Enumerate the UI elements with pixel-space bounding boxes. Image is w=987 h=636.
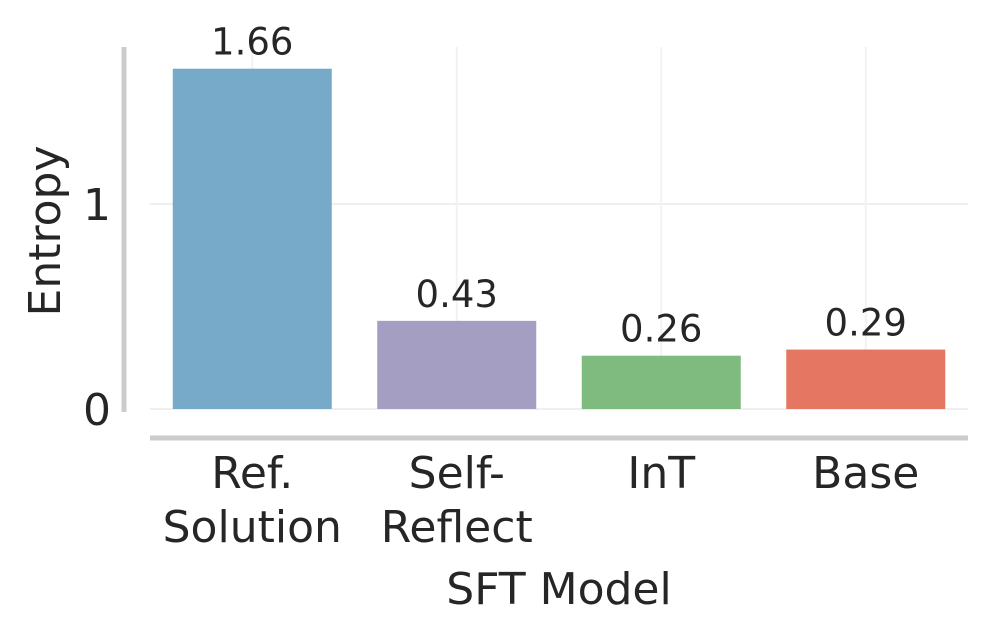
bars xyxy=(172,68,946,409)
x-tick-label: InT xyxy=(627,448,695,499)
x-tick-label: Solution xyxy=(163,502,342,553)
data-labels: 1.66 0.43 0.26 0.29 xyxy=(211,21,907,351)
bar xyxy=(377,320,537,409)
y-axis-title: Entropy xyxy=(20,146,71,317)
bar-value-label: 0.26 xyxy=(620,308,702,351)
bar-value-label: 0.29 xyxy=(825,302,907,345)
x-tick-label: Base xyxy=(812,448,919,499)
x-tick-labels: Ref.Solution Self-Reflect InT Base xyxy=(163,448,920,553)
y-tick-labels: 01 xyxy=(83,180,111,436)
y-tick-label: 0 xyxy=(83,385,111,436)
x-tick-label: Reflect xyxy=(381,502,533,553)
bar-value-label: 0.43 xyxy=(416,273,498,316)
bar xyxy=(172,68,332,409)
bar xyxy=(581,355,741,409)
x-tick-label: Ref. xyxy=(211,448,293,499)
bar-value-label: 1.66 xyxy=(211,21,293,64)
bar xyxy=(786,349,946,409)
y-tick-label: 1 xyxy=(83,180,111,231)
x-axis-title: SFT Model xyxy=(446,564,671,615)
x-tick-label: Self- xyxy=(409,448,505,499)
